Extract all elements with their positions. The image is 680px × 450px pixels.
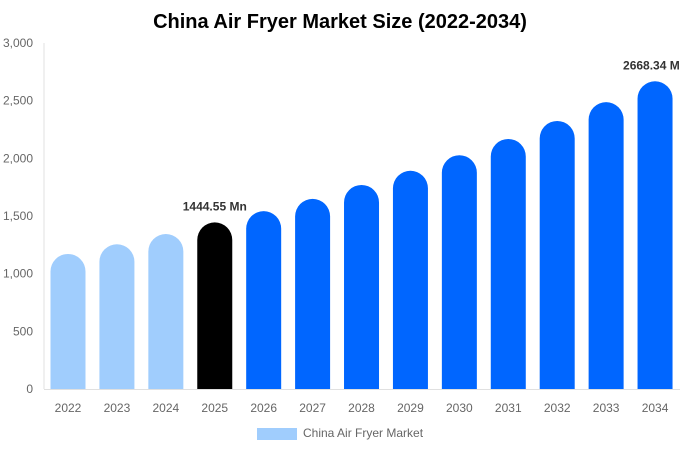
x-tick-label: 2031 [495, 401, 522, 415]
x-tick-label: 2032 [544, 401, 571, 415]
bar-2027[interactable] [295, 198, 331, 389]
y-tick-label: 3,000 [3, 36, 33, 50]
bar-2030[interactable] [441, 155, 477, 389]
x-tick-label: 2034 [642, 401, 669, 415]
x-tick-label: 2029 [397, 401, 424, 415]
legend-label: China Air Fryer Market [303, 426, 424, 440]
bar-2028[interactable] [344, 184, 380, 389]
data-label-2025: 1444.55 Mn [183, 199, 247, 213]
bar-2031[interactable] [490, 138, 526, 389]
bar-2026[interactable] [246, 211, 282, 389]
x-tick-label: 2030 [446, 401, 473, 415]
x-tick-label: 2023 [104, 401, 131, 415]
x-tick-label: 2027 [299, 401, 326, 415]
bar-2033[interactable] [588, 102, 624, 389]
bar-2023[interactable] [99, 244, 135, 389]
bars [50, 81, 673, 389]
bar-2032[interactable] [539, 120, 575, 389]
bar-2022[interactable] [50, 253, 86, 389]
y-tick-label: 0 [26, 382, 33, 396]
data-label-2034: 2668.34 Mn [623, 58, 680, 72]
bar-2024[interactable] [148, 233, 184, 389]
y-tick-label: 500 [13, 324, 33, 338]
x-tick-label: 2026 [250, 401, 277, 415]
bar-2029[interactable] [392, 170, 428, 389]
y-axis: 0 500 1,000 1,500 2,000 2,500 3,000 [3, 36, 45, 396]
chart-title: China Air Fryer Market Size (2022-2034) [153, 11, 527, 33]
bar-2034[interactable] [637, 81, 673, 389]
y-tick-label: 2,000 [3, 151, 33, 165]
bar-2025[interactable] [197, 222, 233, 389]
x-tick-label: 2024 [152, 401, 179, 415]
y-tick-label: 1,000 [3, 267, 33, 281]
x-tick-label: 2022 [55, 401, 82, 415]
legend-swatch [257, 428, 297, 440]
y-tick-label: 2,500 [3, 94, 33, 108]
x-tick-label: 2025 [201, 401, 228, 415]
y-tick-label: 1,500 [3, 209, 33, 223]
x-axis: 2022 2023 2024 2025 2026 2027 2028 2029 2030 2031… [44, 389, 680, 415]
x-tick-label: 2028 [348, 401, 375, 415]
data-labels: 1444.55 Mn 2668.34 Mn [183, 58, 680, 213]
x-tick-label: 2033 [593, 401, 620, 415]
legend[interactable]: China Air Fryer Market [257, 426, 424, 440]
